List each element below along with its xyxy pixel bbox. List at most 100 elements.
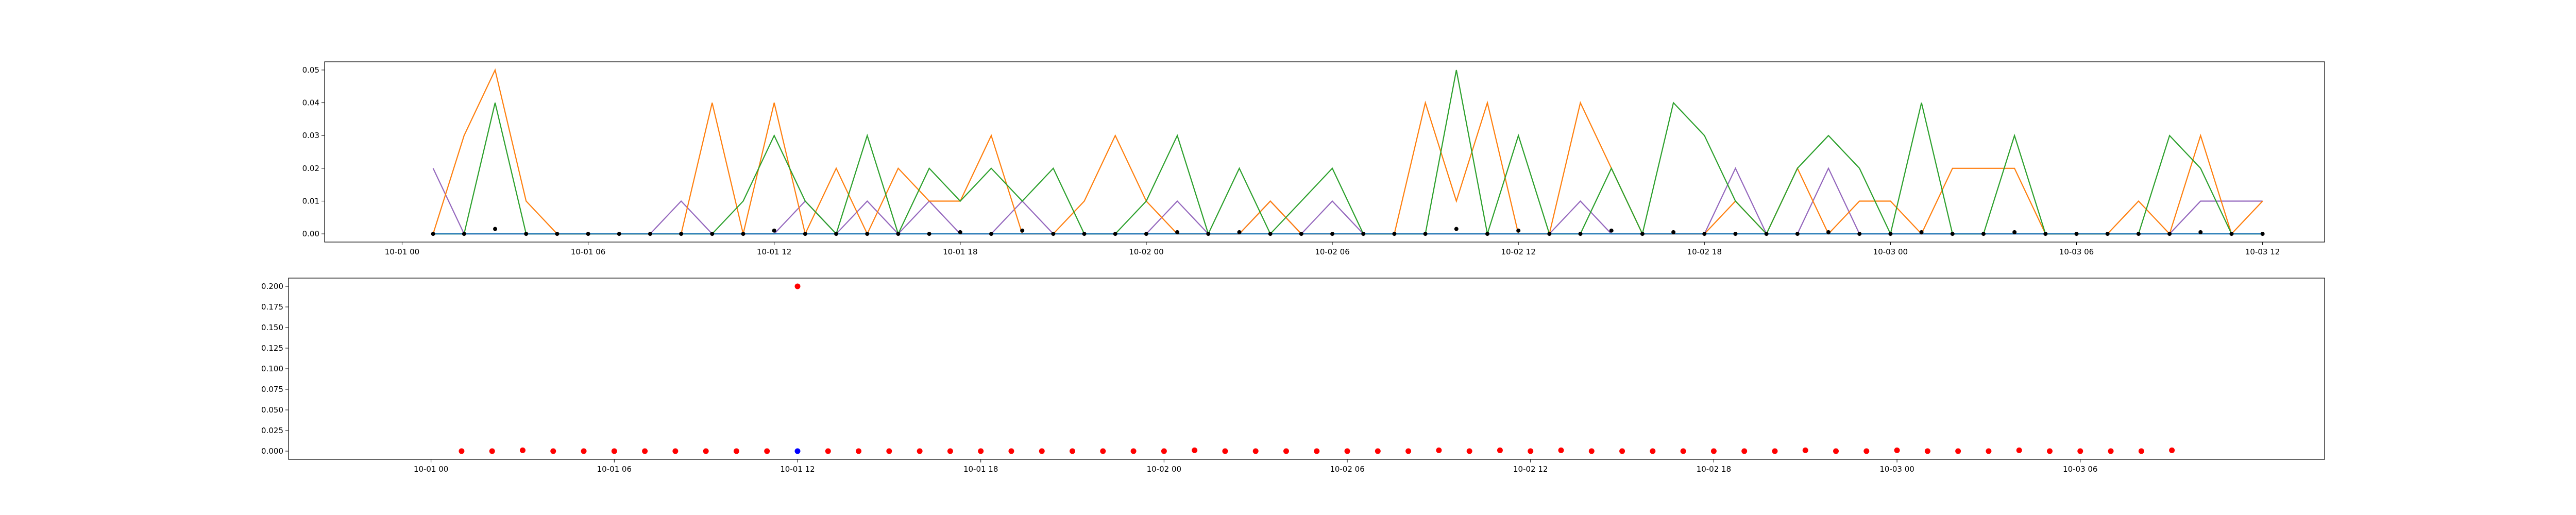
data-point [1795, 232, 1800, 236]
data-point [1710, 448, 1717, 454]
data-point [856, 448, 862, 454]
data-point [2108, 448, 2114, 454]
x-tick-label: 10-02 18 [1687, 247, 1722, 256]
data-point [1857, 232, 1862, 236]
data-point [1733, 232, 1738, 236]
data-point [989, 232, 993, 236]
data-point [2043, 232, 2048, 236]
x-tick-label: 10-02 12 [1501, 247, 1535, 256]
y-tick-label: 0.01 [302, 196, 319, 205]
data-point [2012, 230, 2017, 234]
y-tick-label: 0.025 [261, 426, 283, 435]
data-point [1485, 232, 1489, 236]
data-point [1070, 448, 1076, 454]
axes-frame [324, 61, 2325, 243]
data-point [1950, 232, 1955, 236]
data-point [1206, 232, 1211, 236]
y-tick-label: 0.04 [302, 98, 319, 108]
data-point [1981, 232, 1986, 236]
series-line-2 [433, 70, 2263, 236]
data-point [1894, 447, 1900, 453]
data-point [958, 230, 962, 234]
bottom-chart: 10-01 00 10-01 06 10-01 12 10-01 18 10-02 00… [261, 278, 2325, 474]
data-point [741, 232, 745, 236]
data-point [794, 283, 801, 289]
data-point [2138, 448, 2144, 454]
data-point [886, 448, 892, 454]
x-tick-label: 10-01 06 [571, 247, 605, 256]
data-point [2198, 230, 2203, 234]
data-point [1863, 448, 1870, 454]
data-point [1051, 232, 1056, 236]
y-tick-label: 0.03 [302, 131, 319, 140]
data-point [978, 448, 984, 454]
y-tick-label: 0.05 [302, 65, 319, 75]
data-point [1619, 448, 1625, 454]
data-point [1454, 227, 1459, 231]
x-tick-label: 10-01 00 [385, 247, 419, 256]
data-point [1375, 448, 1381, 454]
data-point [1222, 448, 1228, 454]
data-point [1082, 232, 1087, 236]
data-point [1640, 232, 1645, 236]
data-point [865, 232, 870, 236]
data-point [524, 232, 529, 236]
x-tick-label: 10-03 12 [2245, 247, 2280, 256]
data-point [1764, 232, 1769, 236]
x-tick-label: 10-01 12 [780, 465, 815, 474]
data-point [1237, 230, 1242, 234]
data-point [493, 227, 498, 231]
data-point [1175, 230, 1180, 234]
series-line-1 [432, 68, 2263, 236]
data-point [947, 448, 953, 454]
y-tick-label: 0.175 [261, 302, 283, 312]
data-point [555, 232, 560, 236]
data-point [2229, 232, 2234, 236]
data-point [1741, 448, 1748, 454]
data-point [2016, 447, 2022, 453]
x-tick-label: 10-02 00 [1147, 465, 1181, 474]
x-tick-label: 10-01 18 [943, 247, 977, 256]
x-tick-label: 10-02 00 [1129, 247, 1163, 256]
data-point [1924, 448, 1930, 454]
data-point [794, 448, 801, 454]
x-tick-label: 10-01 00 [414, 465, 448, 474]
data-point [1528, 448, 1534, 454]
data-point [1497, 447, 1503, 453]
x-tick-label: 10-03 00 [1879, 465, 1914, 474]
data-point [2260, 232, 2265, 236]
data-point [764, 448, 770, 454]
x-tick-label: 10-02 12 [1513, 465, 1548, 474]
data-point [1100, 448, 1106, 454]
data-point [1919, 230, 1924, 234]
data-point [1650, 448, 1656, 454]
data-point [772, 228, 776, 233]
x-tick-label: 10-01 12 [757, 247, 791, 256]
data-point [2136, 232, 2141, 236]
data-point [927, 232, 931, 236]
data-point [1802, 447, 1808, 453]
data-point [2169, 447, 2175, 453]
data-point [1039, 448, 1045, 454]
data-point [519, 447, 526, 453]
x-tick-label: 10-03 06 [2063, 465, 2097, 474]
data-point [1130, 448, 1137, 454]
data-point [2077, 448, 2083, 454]
y-tick-label: 0.200 [261, 282, 283, 291]
data-point [825, 448, 831, 454]
x-tick-label: 10-01 06 [597, 465, 632, 474]
data-point [1192, 447, 1198, 453]
data-point [1955, 448, 1961, 454]
data-point [703, 448, 709, 454]
data-point [1986, 448, 1992, 454]
data-point [1405, 448, 1412, 454]
data-point [672, 448, 679, 454]
data-point [1283, 448, 1289, 454]
x-tick-label: 10-01 18 [963, 465, 998, 474]
data-point [2046, 448, 2053, 454]
y-tick-label: 0.00 [302, 229, 319, 238]
data-point [679, 232, 684, 236]
x-tick-label: 10-03 00 [1873, 247, 1908, 256]
y-tick-label: 0.050 [261, 405, 283, 415]
data-point [611, 448, 617, 454]
